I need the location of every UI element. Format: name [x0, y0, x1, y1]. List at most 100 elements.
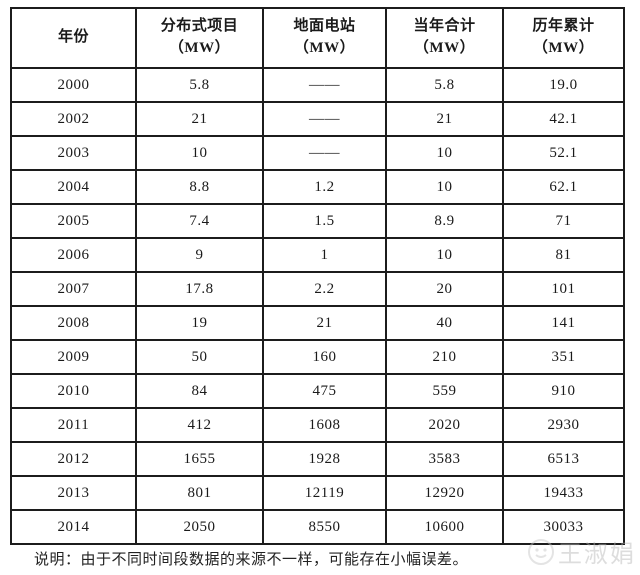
table-row: 2003 10 —— 10 52.1 — [10, 135, 625, 171]
table-cell: 12920 — [385, 475, 504, 511]
table-cell: 8.8 — [135, 169, 264, 205]
table-cell: 2012 — [10, 441, 137, 477]
table-cell: 2006 — [10, 237, 137, 273]
table-cell: 20 — [385, 271, 504, 307]
table-row: 2006 9 1 10 81 — [10, 237, 625, 273]
header-label: 年份 — [57, 29, 89, 46]
table-cell: 475 — [262, 373, 387, 409]
table-cell: 160 — [262, 339, 387, 375]
table-cell: 559 — [385, 373, 504, 409]
table-cell: —— — [262, 135, 387, 171]
table-cell: 2011 — [10, 407, 137, 443]
table-cell: 2000 — [10, 67, 137, 103]
table-cell: 8550 — [262, 509, 387, 545]
table-cell: 84 — [135, 373, 264, 409]
table-cell: 910 — [502, 373, 625, 409]
table-cell: 2013 — [10, 475, 137, 511]
table-cell: 19 — [135, 305, 264, 341]
table-row: 2009 50 160 210 351 — [10, 339, 625, 375]
table-body: 2000 5.8 —— 5.8 19.0 2002 21 —— 21 42.1 2003 10 —— 10… — [10, 67, 625, 545]
header-label: 历年累计 — [532, 18, 595, 35]
table-row: 2005 7.4 1.5 8.9 71 — [10, 203, 625, 239]
table-cell: 351 — [502, 339, 625, 375]
table-row: 2004 8.8 1.2 10 62.1 — [10, 169, 625, 205]
table-cell: 1608 — [262, 407, 387, 443]
table-cell: 2007 — [10, 271, 137, 307]
table-cell: 2009 — [10, 339, 137, 375]
table-cell: 10 — [385, 169, 504, 205]
table-cell: 2004 — [10, 169, 137, 205]
header-label: 分布式项目 — [160, 18, 239, 35]
table-cell: 1 — [262, 237, 387, 273]
table-cell: 81 — [502, 237, 625, 273]
table-cell: 19433 — [502, 475, 625, 511]
table-cell: 17.8 — [135, 271, 264, 307]
header-cell-distributed: 分布式项目 （MW） — [135, 7, 264, 69]
header-unit: （MW） — [413, 40, 476, 56]
table-cell: 801 — [135, 475, 264, 511]
table-cell: 1928 — [262, 441, 387, 477]
table-cell: 2014 — [10, 509, 137, 545]
table-cell: 3583 — [385, 441, 504, 477]
table-cell: 5.8 — [385, 67, 504, 103]
table-row: 2014 2050 8550 10600 30033 — [10, 509, 625, 545]
table-cell: 2005 — [10, 203, 137, 239]
table-cell: 8.9 — [385, 203, 504, 239]
header-cell-cumulative: 历年累计 （MW） — [502, 7, 625, 69]
table-cell: 6513 — [502, 441, 625, 477]
table-cell: 71 — [502, 203, 625, 239]
header-label: 地面电站 — [293, 18, 356, 35]
table-note: 说明：由于不同时间段数据的来源不一样，可能存在小幅误差。 — [34, 552, 469, 568]
table-cell: 7.4 — [135, 203, 264, 239]
table-cell: 21 — [135, 101, 264, 137]
table-cell: 412 — [135, 407, 264, 443]
table-cell: 62.1 — [502, 169, 625, 205]
table-row: 2011 412 1608 2020 2930 — [10, 407, 625, 443]
header-unit: （MW） — [532, 40, 595, 56]
table-cell: 2010 — [10, 373, 137, 409]
table-cell: 21 — [262, 305, 387, 341]
table-cell: 19.0 — [502, 67, 625, 103]
header-row: 年份 分布式项目 （MW） 地面电站 （MW） 当年合计 （MW） 历年累计 — [10, 7, 625, 69]
table-cell: 2.2 — [262, 271, 387, 307]
table-cell: 2050 — [135, 509, 264, 545]
header-label: 当年合计 — [413, 18, 476, 35]
table-row: 2002 21 —— 21 42.1 — [10, 101, 625, 137]
table-cell: 2008 — [10, 305, 137, 341]
table-cell: —— — [262, 101, 387, 137]
table-cell: —— — [262, 67, 387, 103]
table-cell: 210 — [385, 339, 504, 375]
table-cell: 10600 — [385, 509, 504, 545]
table-row: 2010 84 475 559 910 — [10, 373, 625, 409]
table-cell: 10 — [135, 135, 264, 171]
header-cell-year-total: 当年合计 （MW） — [385, 7, 504, 69]
table-row: 2008 19 21 40 141 — [10, 305, 625, 341]
table-cell: 141 — [502, 305, 625, 341]
table-cell: 101 — [502, 271, 625, 307]
header-unit: （MW） — [168, 40, 231, 56]
table-cell: 12119 — [262, 475, 387, 511]
table-cell: 1.5 — [262, 203, 387, 239]
table-cell: 9 — [135, 237, 264, 273]
table-row: 2000 5.8 —— 5.8 19.0 — [10, 67, 625, 103]
table-cell: 21 — [385, 101, 504, 137]
table-cell: 5.8 — [135, 67, 264, 103]
table-cell: 2002 — [10, 101, 137, 137]
table-row: 2012 1655 1928 3583 6513 — [10, 441, 625, 477]
table-cell: 30033 — [502, 509, 625, 545]
table-cell: 10 — [385, 237, 504, 273]
table-cell: 50 — [135, 339, 264, 375]
header-unit: （MW） — [293, 40, 356, 56]
table-cell: 2930 — [502, 407, 625, 443]
table-row: 2007 17.8 2.2 20 101 — [10, 271, 625, 307]
pv-capacity-table: 年份 分布式项目 （MW） 地面电站 （MW） 当年合计 （MW） 历年累计 — [10, 7, 625, 545]
table-cell: 1.2 — [262, 169, 387, 205]
table-cell: 1655 — [135, 441, 264, 477]
table-cell: 2020 — [385, 407, 504, 443]
table-cell: 52.1 — [502, 135, 625, 171]
header-cell-year: 年份 — [10, 7, 137, 69]
table-cell: 10 — [385, 135, 504, 171]
table-row: 2013 801 12119 12920 19433 — [10, 475, 625, 511]
table-cell: 2003 — [10, 135, 137, 171]
table-cell: 42.1 — [502, 101, 625, 137]
